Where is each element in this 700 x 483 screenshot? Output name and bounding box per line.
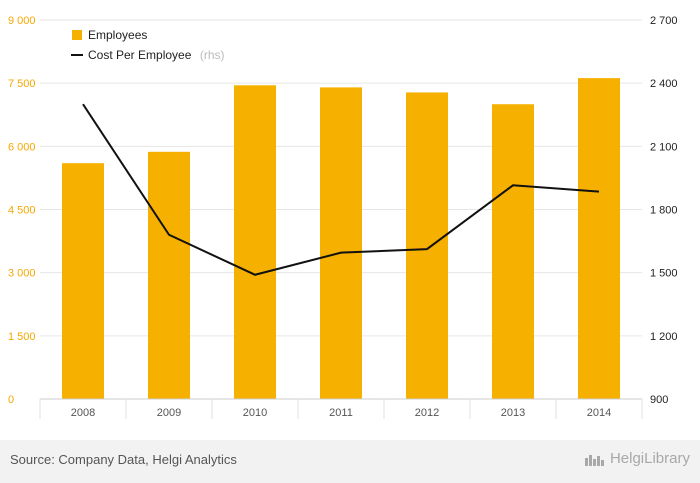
legend-label-employees: Employees	[88, 28, 147, 42]
axes: 0 900 1 500 1 200 3 000 1 500 4 500 1 800 6 000 2…	[8, 15, 678, 419]
x-tick-label: 2012	[415, 407, 439, 419]
bar-series	[62, 78, 620, 400]
y-left-tick-label: 9 000	[8, 15, 36, 27]
x-tick-label: 2009	[157, 407, 181, 419]
y-right-tick-label: 2 400	[650, 78, 678, 90]
bar-employees	[320, 87, 362, 399]
y-right-tick-label: 1 800	[650, 205, 678, 217]
bar-employees	[492, 104, 534, 399]
y-left-tick-label: 1 500	[8, 331, 36, 343]
x-tick-label: 2008	[71, 407, 95, 419]
bar-employees	[578, 78, 620, 399]
chart: 0 900 1 500 1 200 3 000 1 500 4 500 1 800 6 000 2…	[8, 15, 678, 419]
x-tick-label: 2010	[243, 407, 267, 419]
legend-label-cost-note: (rhs)	[200, 48, 225, 62]
y-left-tick-label: 4 500	[8, 205, 36, 217]
footer: Source: Company Data, Helgi Analytics He…	[0, 440, 700, 483]
legend-label-cost-text: Cost Per Employee	[88, 48, 192, 62]
library-icon	[584, 454, 604, 466]
y-right-tick-label: 2 100	[650, 141, 678, 153]
y-left-tick-label: 0	[8, 394, 14, 406]
y-left-tick-label: 6 000	[8, 141, 36, 153]
bar-employees	[234, 85, 276, 400]
y-left-tick-label: 3 000	[8, 268, 36, 280]
x-tick-label: 2013	[501, 407, 525, 419]
brand-logo: HelgiLibrary	[584, 450, 690, 467]
line-series	[82, 103, 600, 276]
x-tick-label: 2011	[329, 407, 353, 419]
legend-swatch-employees	[72, 30, 82, 40]
brand-name: HelgiLibrary	[609, 450, 690, 467]
source-text: Source: Company Data, Helgi Analytics	[10, 452, 237, 467]
legend-label-cost-per-employee: Cost Per Employee (rhs)	[88, 46, 225, 63]
y-right-tick-label: 1 200	[650, 331, 678, 343]
y-right-tick-label: 1 500	[650, 268, 678, 280]
y-right-tick-label: 2 700	[650, 15, 678, 27]
bar-employees	[406, 92, 448, 399]
y-right-tick-label: 900	[650, 394, 668, 406]
bar-employees	[148, 151, 190, 399]
bar-employees	[62, 163, 104, 399]
y-left-tick-label: 7 500	[8, 78, 36, 90]
legend: Employees Cost Per Employee (rhs)	[71, 28, 225, 63]
x-tick-label: 2014	[587, 407, 611, 419]
